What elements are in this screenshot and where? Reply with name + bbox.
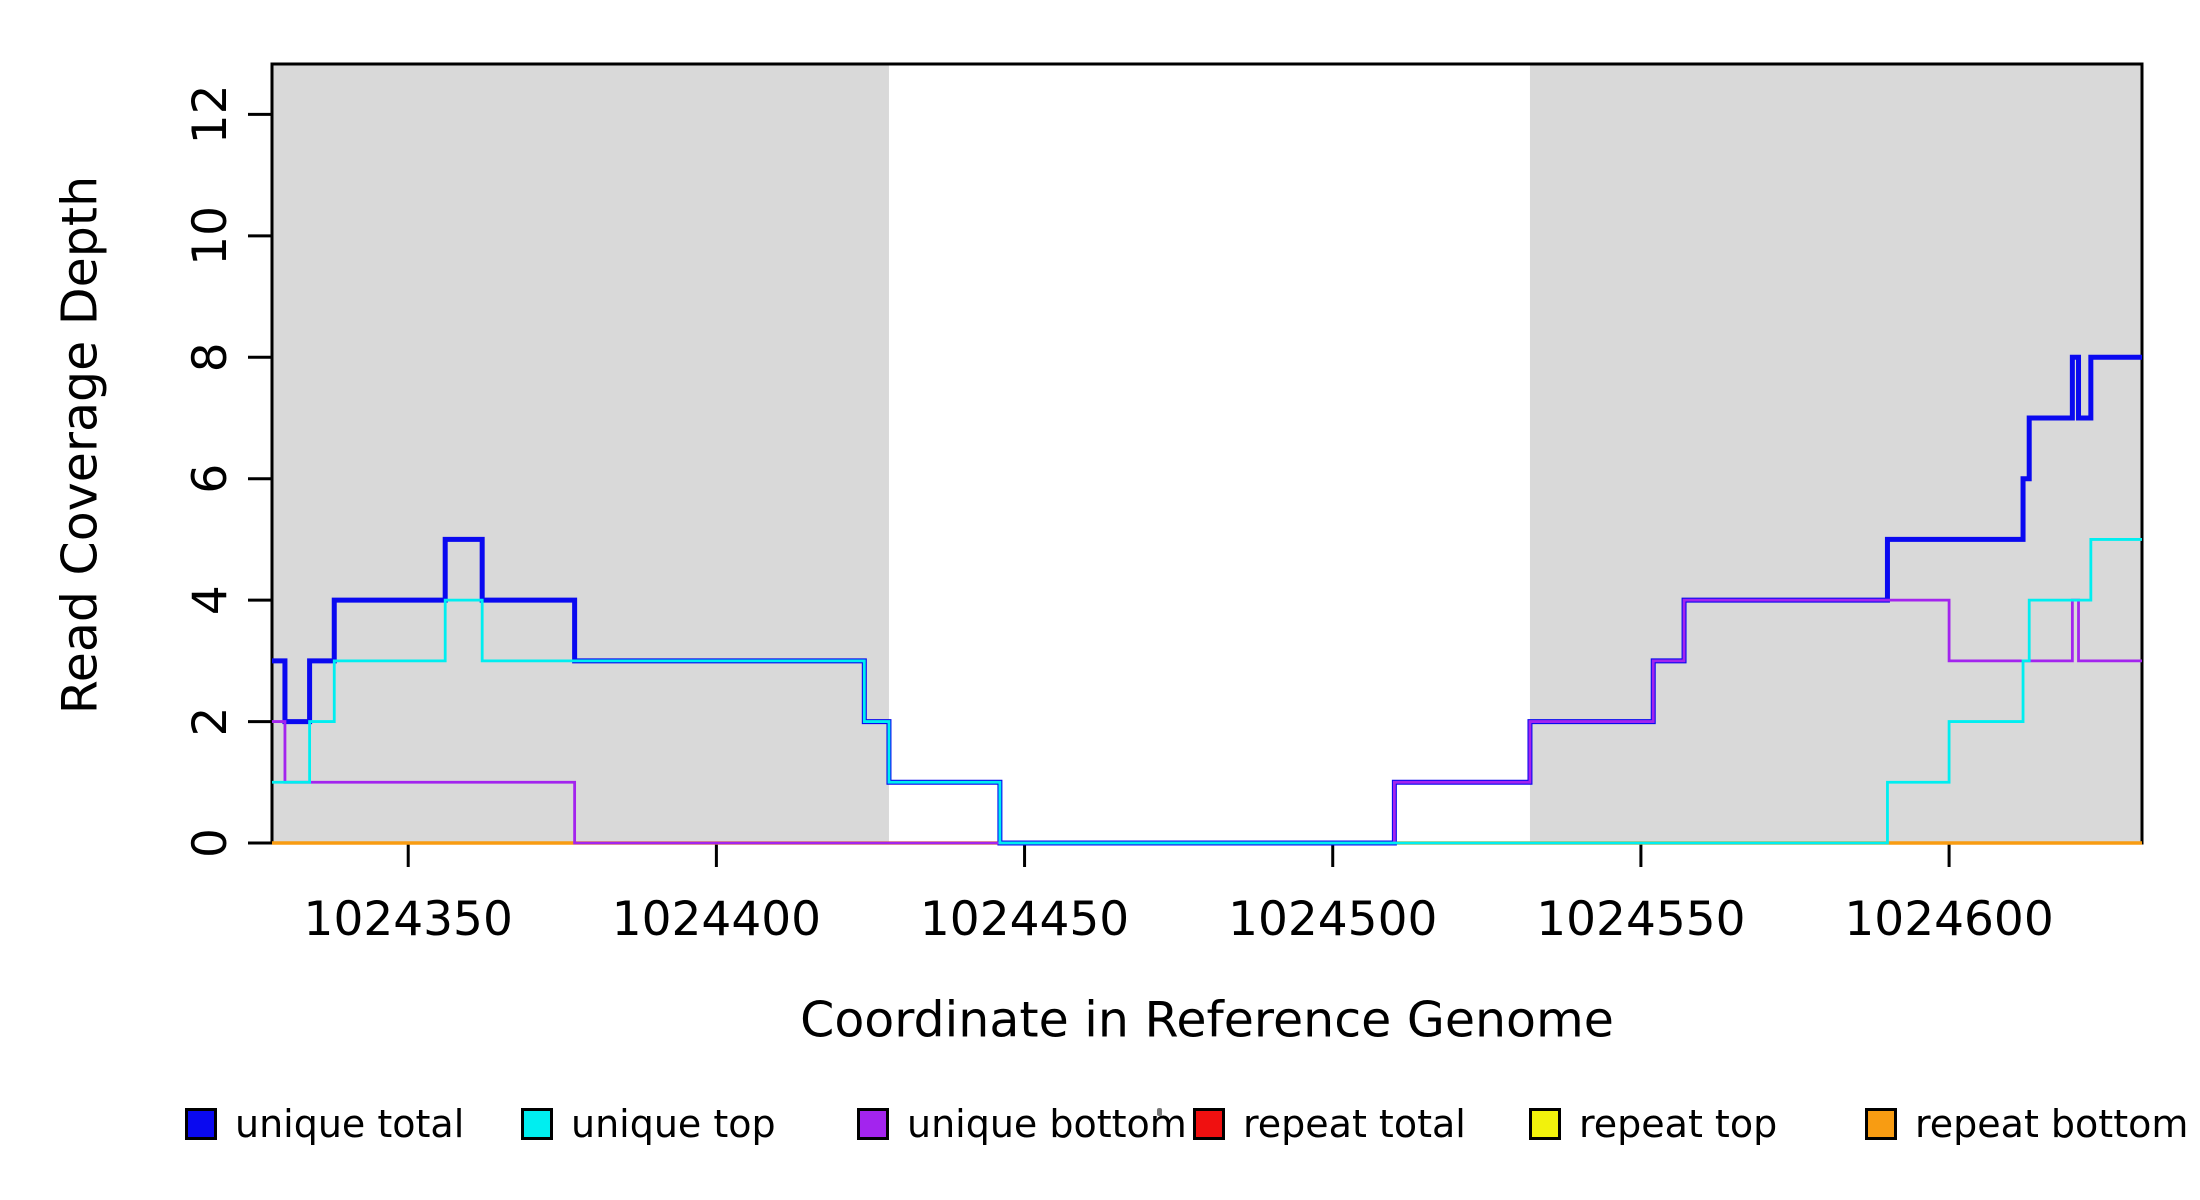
y-axis-tick-label: 4 (183, 585, 238, 615)
legend-item-unique-top: unique top (521, 1102, 857, 1146)
legend-label: repeat top (1579, 1102, 1778, 1146)
y-axis-tick-label: 10 (183, 206, 238, 266)
series-unique-bottom (272, 598, 2142, 845)
y-axis-title: Read Coverage Depth (51, 175, 109, 715)
x-axis-tick-label: 1024600 (1844, 892, 2053, 947)
legend-label: unique total (235, 1102, 465, 1146)
legend-label: unique top (571, 1102, 776, 1146)
series-unique-top (272, 538, 2142, 845)
legend-item-repeat-bottom: repeat bottom (1865, 1102, 2200, 1146)
x-axis-tick-label: 1024500 (1228, 892, 1437, 947)
shaded-region (272, 65, 889, 843)
y-axis-tick-label: 6 (183, 464, 238, 494)
legend-item-repeat-total: repeat total (1193, 1102, 1529, 1146)
x-axis-tick-label: 1024450 (920, 892, 1129, 947)
legend-item-unique-bottom: unique bottom (857, 1102, 1193, 1146)
y-axis-tick-label: 8 (183, 342, 238, 372)
y-axis-tick-label: 2 (183, 707, 238, 737)
legend-swatch-repeat-top (1529, 1108, 1561, 1140)
legend-label: unique bottom (907, 1102, 1187, 1146)
legend: unique total unique top unique bottom repea… (185, 1102, 2200, 1146)
legend-swatch-repeat-total (1193, 1108, 1225, 1140)
stray-dot-artifact (1157, 1108, 1162, 1116)
legend-label: repeat total (1243, 1102, 1466, 1146)
shaded-region (1529, 65, 2142, 843)
legend-swatch-repeat-bottom (1865, 1108, 1897, 1140)
y-axis-tick-label: 12 (183, 84, 238, 144)
x-axis-tick-label: 1024400 (612, 892, 821, 947)
x-axis-tick-label: 1024550 (1536, 892, 1745, 947)
legend-swatch-unique-bottom (857, 1108, 889, 1140)
legend-label: repeat bottom (1915, 1102, 2189, 1146)
legend-item-repeat-top: repeat top (1529, 1102, 1865, 1146)
legend-swatch-unique-total (185, 1108, 217, 1140)
legend-item-unique-total: unique total (185, 1102, 521, 1146)
x-axis-tick-label: 1024350 (304, 892, 513, 947)
legend-swatch-unique-top (521, 1108, 553, 1140)
x-axis-title: Coordinate in Reference Genome (800, 991, 1614, 1049)
y-axis-tick-label: 0 (183, 828, 238, 858)
